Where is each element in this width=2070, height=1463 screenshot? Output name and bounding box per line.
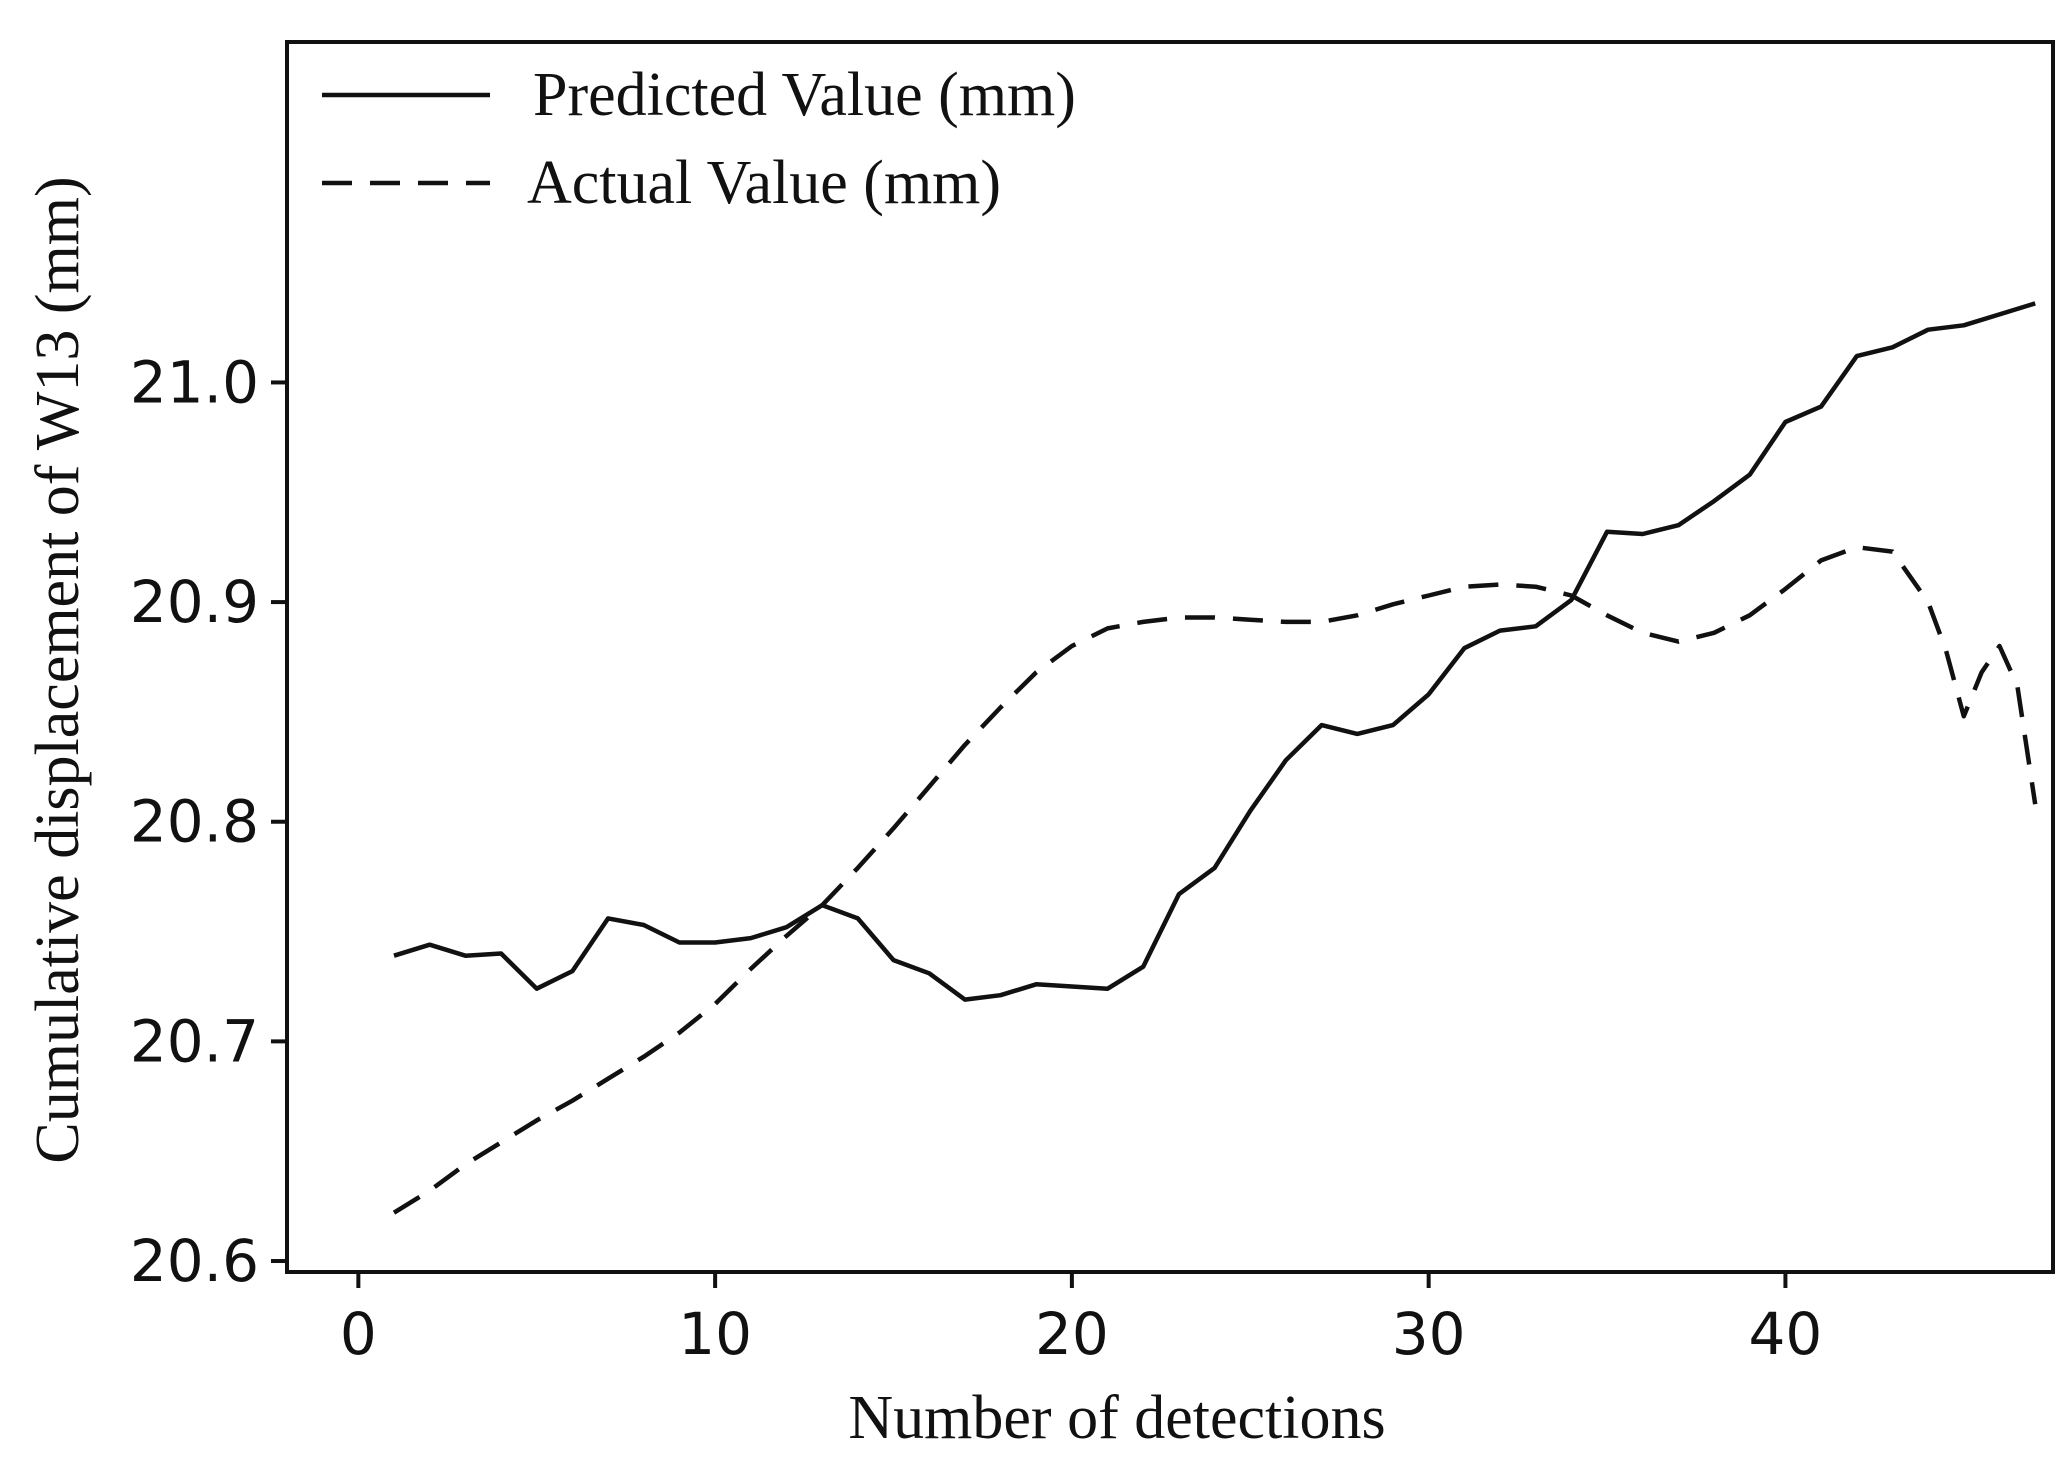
series-layer	[392, 301, 2038, 1215]
y-axis-title: Cumulative displacement of W13 (mm)	[24, 176, 92, 1163]
legend: Predicted Value (mm) Actual Value (mm)	[322, 61, 1076, 217]
y-tick-label: 20.7	[130, 1007, 259, 1075]
series-line-actual	[392, 544, 2038, 1215]
x-tick-label: 10	[678, 1300, 752, 1368]
x-tick-label: 30	[1392, 1300, 1466, 1368]
y-tick-label: 20.9	[130, 568, 259, 636]
axes-layer: 0 10 20 30 40 20.6 20.7 20.8 20.9 21.0	[130, 40, 2055, 1368]
series-line-predicted	[393, 301, 2036, 1002]
x-tick-label: 0	[340, 1300, 377, 1368]
legend-label-predicted: Predicted Value (mm)	[533, 61, 1076, 129]
x-axis-title: Number of detections	[848, 1384, 1385, 1452]
y-tick-label: 20.8	[130, 788, 259, 856]
y-tick-label: 21.0	[130, 348, 259, 416]
plot-frame	[285, 40, 2055, 1274]
x-tick-label: 20	[1035, 1300, 1109, 1368]
x-tick-label: 40	[1749, 1300, 1823, 1368]
y-tick-label: 20.6	[130, 1227, 259, 1295]
legend-label-actual: Actual Value (mm)	[527, 149, 1001, 217]
